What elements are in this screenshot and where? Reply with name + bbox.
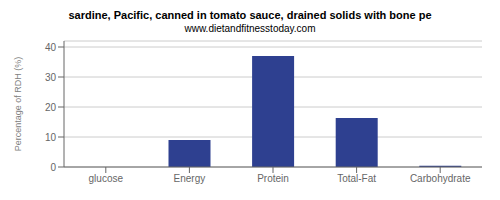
svg-text:30: 30 [45,72,57,83]
svg-text:20: 20 [45,102,57,113]
svg-text:0: 0 [50,162,56,173]
svg-text:Carbohydrate: Carbohydrate [410,173,471,184]
html-text:www.dietandfitnesstoday.com: www.dietandfitnesstoday.com [184,23,316,34]
svg-text:Percentage of RDH (%): Percentage of RDH (%) [13,57,23,152]
svg-text:Energy: Energy [174,173,206,184]
svg-text:10: 10 [45,132,57,143]
svg-text:Protein: Protein [257,173,289,184]
html-text:sardine, Pacific, canned in to: sardine, Pacific, canned in tomato sauce… [68,9,432,21]
svg-text:glucose: glucose [89,173,124,184]
svg-text:Total-Fat: Total-Fat [337,173,376,184]
svg-text:40: 40 [45,42,57,53]
